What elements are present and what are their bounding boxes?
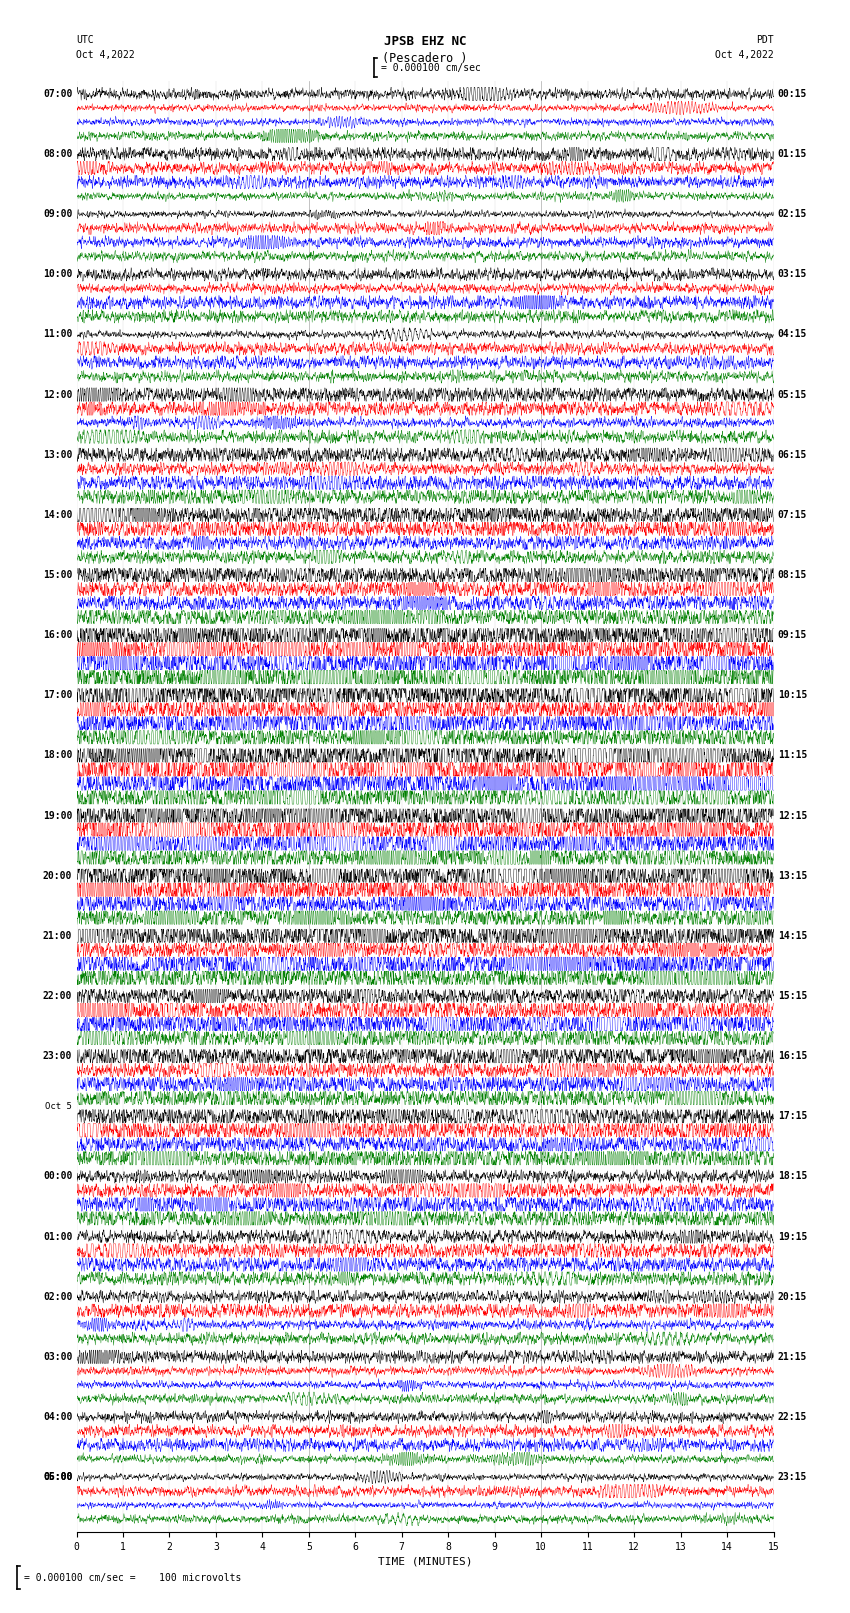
Text: 11:00: 11:00	[42, 329, 72, 339]
Text: 00:00: 00:00	[42, 1171, 72, 1181]
Text: 21:15: 21:15	[778, 1352, 807, 1361]
Text: 17:00: 17:00	[42, 690, 72, 700]
Text: 20:00: 20:00	[42, 871, 72, 881]
Text: 03:00: 03:00	[42, 1352, 72, 1361]
Text: 08:00: 08:00	[42, 148, 72, 160]
Text: 04:00: 04:00	[42, 1411, 72, 1423]
Text: 05:00: 05:00	[42, 1473, 72, 1482]
Text: 14:00: 14:00	[42, 510, 72, 519]
Text: 01:00: 01:00	[42, 1232, 72, 1242]
Text: 22:00: 22:00	[42, 990, 72, 1002]
Text: 15:00: 15:00	[42, 569, 72, 581]
Text: 09:15: 09:15	[778, 631, 807, 640]
Text: 12:15: 12:15	[778, 811, 807, 821]
Text: 01:15: 01:15	[778, 148, 807, 160]
Text: 05:15: 05:15	[778, 390, 807, 400]
Text: 08:15: 08:15	[778, 569, 807, 581]
Text: 09:00: 09:00	[42, 210, 72, 219]
Text: 19:15: 19:15	[778, 1232, 807, 1242]
Text: 16:15: 16:15	[778, 1052, 807, 1061]
Text: 12:00: 12:00	[42, 390, 72, 400]
Text: 04:15: 04:15	[778, 329, 807, 339]
Text: 16:00: 16:00	[42, 631, 72, 640]
Text: Oct 4,2022: Oct 4,2022	[715, 50, 774, 60]
Text: 07:15: 07:15	[778, 510, 807, 519]
Text: 18:00: 18:00	[42, 750, 72, 760]
Text: PDT: PDT	[756, 35, 774, 45]
Text: 10:00: 10:00	[42, 269, 72, 279]
Text: 11:15: 11:15	[778, 750, 807, 760]
Text: 23:00: 23:00	[42, 1052, 72, 1061]
Text: 03:15: 03:15	[778, 269, 807, 279]
Text: 06:15: 06:15	[778, 450, 807, 460]
Text: 14:15: 14:15	[778, 931, 807, 940]
Text: 06:00: 06:00	[42, 1473, 72, 1482]
Text: 22:15: 22:15	[778, 1411, 807, 1423]
Text: 23:15: 23:15	[778, 1473, 807, 1482]
X-axis label: TIME (MINUTES): TIME (MINUTES)	[377, 1557, 473, 1566]
Text: Oct 5: Oct 5	[45, 1102, 72, 1111]
Text: 00:15: 00:15	[778, 89, 807, 98]
Text: 18:15: 18:15	[778, 1171, 807, 1181]
Text: Oct 4,2022: Oct 4,2022	[76, 50, 135, 60]
Text: 13:15: 13:15	[778, 871, 807, 881]
Text: 10:15: 10:15	[778, 690, 807, 700]
Text: 20:15: 20:15	[778, 1292, 807, 1302]
Text: = 0.000100 cm/sec =    100 microvolts: = 0.000100 cm/sec = 100 microvolts	[24, 1573, 241, 1582]
Text: 02:00: 02:00	[42, 1292, 72, 1302]
Text: 13:00: 13:00	[42, 450, 72, 460]
Text: 21:00: 21:00	[42, 931, 72, 940]
Text: (Pescadero ): (Pescadero )	[382, 52, 468, 65]
Text: 17:15: 17:15	[778, 1111, 807, 1121]
Text: 15:15: 15:15	[778, 990, 807, 1002]
Text: 19:00: 19:00	[42, 811, 72, 821]
Text: 07:00: 07:00	[42, 89, 72, 98]
Text: UTC: UTC	[76, 35, 94, 45]
Text: JPSB EHZ NC: JPSB EHZ NC	[383, 35, 467, 48]
Text: 02:15: 02:15	[778, 210, 807, 219]
Text: = 0.000100 cm/sec: = 0.000100 cm/sec	[381, 63, 481, 73]
